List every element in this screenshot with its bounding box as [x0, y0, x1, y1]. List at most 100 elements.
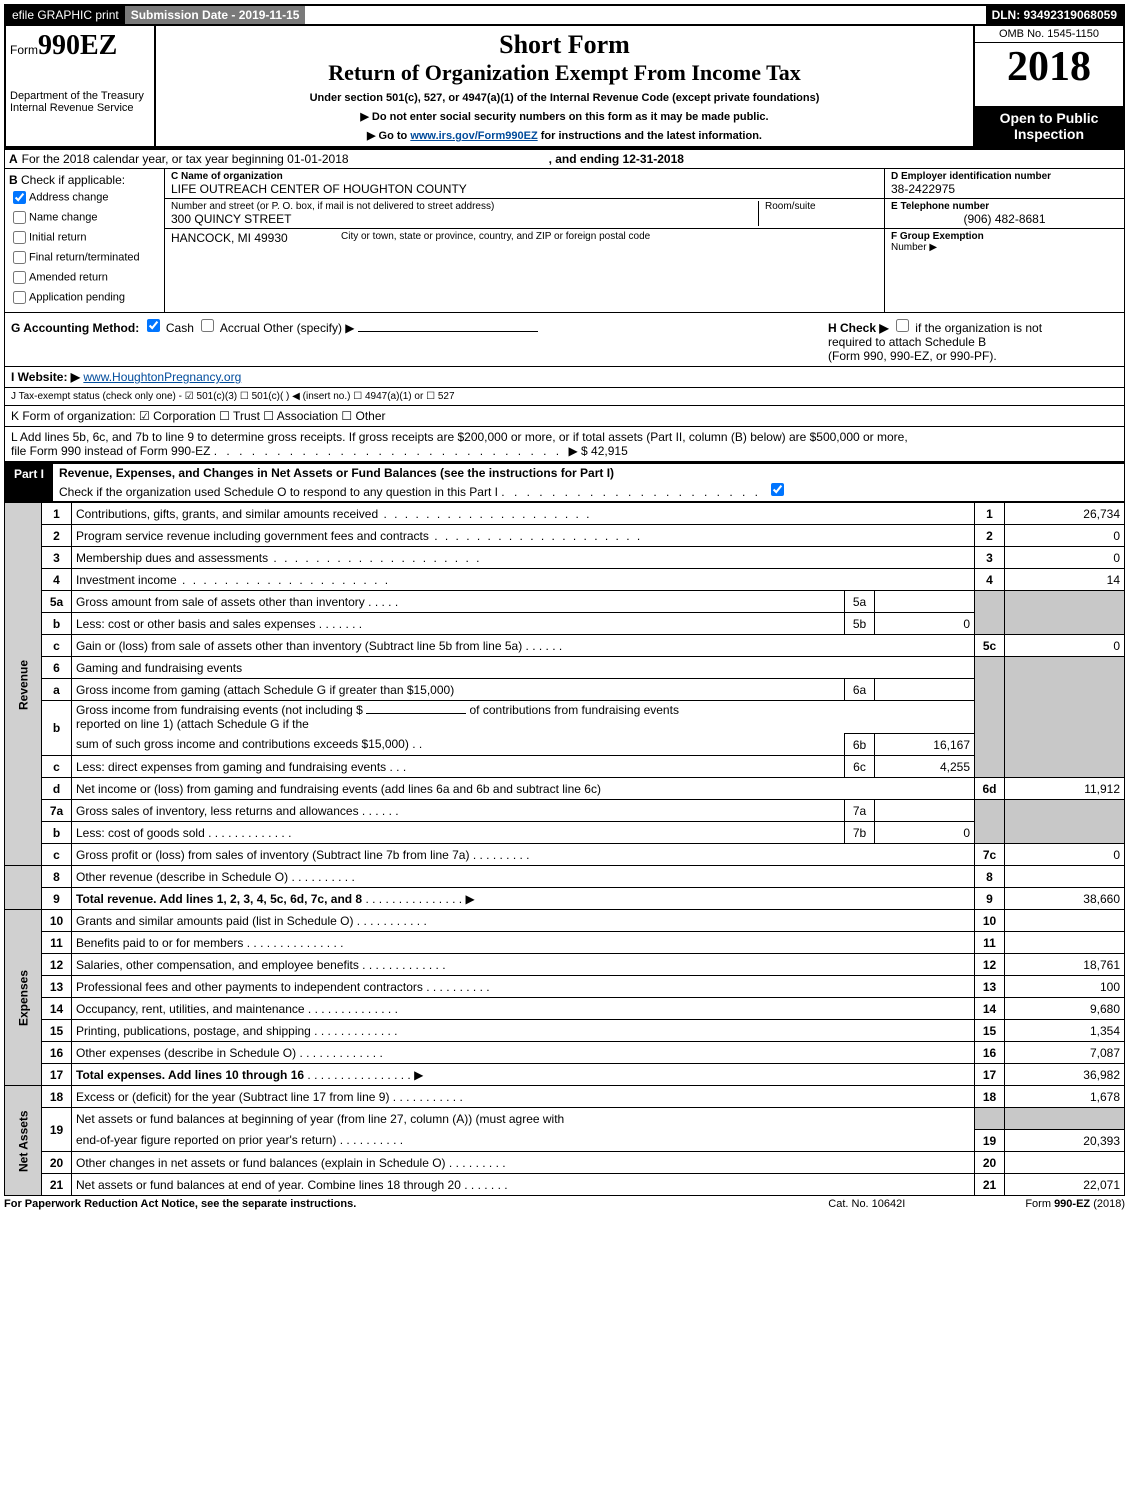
addr-label: Number and street (or P. O. box, if mail… — [171, 201, 758, 212]
l11-desc: Benefits paid to or for members — [76, 936, 243, 950]
label-b: B — [9, 173, 18, 187]
footer-right: Form 990-EZ (2018) — [1025, 1198, 1125, 1210]
l6d-val: 11,912 — [1005, 778, 1125, 800]
chk-address-change[interactable] — [13, 191, 26, 204]
part1-tag: Part I — [5, 464, 53, 501]
l15-desc: Printing, publications, postage, and shi… — [76, 1024, 311, 1038]
chk-part1-scheduleO[interactable] — [771, 483, 784, 496]
goto-link[interactable]: www.irs.gov/Form990EZ — [410, 130, 537, 142]
l-text2: file Form 990 instead of Form 990-EZ — [11, 444, 210, 458]
l-amount: ▶ $ 42,915 — [568, 444, 627, 458]
l5b-desc: Less: cost or other basis and sales expe… — [76, 617, 315, 631]
do-not-enter-text: Do not enter social security numbers on … — [160, 110, 969, 123]
box-right: D Employer identification number 38-2422… — [884, 169, 1124, 312]
l7c-desc: Gross profit or (loss) from sales of inv… — [76, 848, 469, 862]
l1-val: 26,734 — [1005, 503, 1125, 525]
side-revenue: Revenue — [5, 503, 42, 866]
l12-val: 18,761 — [1005, 954, 1125, 976]
form-prefix: Form — [10, 43, 38, 57]
l16-val: 7,087 — [1005, 1042, 1125, 1064]
chk-name-change[interactable] — [13, 211, 26, 224]
header-right: OMB No. 1545-1150 2018 Open to Public In… — [973, 26, 1123, 146]
h-prefix: H Check ▶ — [828, 321, 889, 335]
label-a: A — [9, 152, 18, 166]
website-link[interactable]: www.HoughtonPregnancy.org — [83, 370, 241, 384]
side-netassets: Net Assets — [5, 1086, 42, 1196]
box-c-mid: C Name of organization LIFE OUTREACH CEN… — [165, 169, 884, 312]
g-prefix: G Accounting Method: — [11, 321, 139, 335]
goto-prefix: Go to — [379, 130, 411, 142]
line-i: I Website: ▶ www.HoughtonPregnancy.org — [4, 367, 1125, 388]
l17-desc: Total expenses. Add lines 10 through 16 — [76, 1068, 304, 1082]
h-text3: (Form 990, 990-EZ, or 990-PF). — [828, 349, 997, 363]
tax-year: 2018 — [975, 43, 1123, 106]
l10-desc: Grants and similar amounts paid (list in… — [76, 914, 353, 928]
l4-val: 14 — [1005, 569, 1125, 591]
l4-desc: Investment income — [76, 573, 177, 587]
l14-val: 9,680 — [1005, 998, 1125, 1020]
section-a-text2: , and ending 12-31-2018 — [549, 152, 684, 166]
section-a-row: A For the 2018 calendar year, or tax yea… — [4, 148, 1125, 169]
chk-final-return[interactable] — [13, 251, 26, 264]
l18-desc: Excess or (deficit) for the year (Subtra… — [76, 1090, 389, 1104]
l20-val — [1005, 1152, 1125, 1174]
f-label-2: Number — [891, 242, 927, 253]
l5a-desc: Gross amount from sale of assets other t… — [76, 595, 365, 609]
chk-cash[interactable] — [147, 319, 160, 332]
l7a-desc: Gross sales of inventory, less returns a… — [76, 804, 359, 818]
open-public-badge: Open to Public Inspection — [975, 106, 1123, 146]
l2-val: 0 — [1005, 525, 1125, 547]
form-header: Form990EZ Department of the Treasury Int… — [4, 26, 1125, 148]
h-text1: if the organization is not — [915, 321, 1042, 335]
chk-initial-return[interactable] — [13, 231, 26, 244]
chk-accrual[interactable] — [201, 319, 214, 332]
footer-left: For Paperwork Reduction Act Notice, see … — [4, 1198, 356, 1210]
l6a-val — [875, 679, 975, 701]
l6b-desc4: sum of such gross income and contributio… — [76, 737, 409, 751]
city-label: City or town, state or province, country… — [341, 231, 650, 245]
l8-val — [1005, 866, 1125, 888]
g-other: Other (specify) ▶ — [263, 321, 354, 335]
l21-val: 22,071 — [1005, 1174, 1125, 1196]
part1-check-text: Check if the organization used Schedule … — [59, 485, 498, 499]
footer-mid: Cat. No. 10642I — [828, 1198, 1025, 1210]
top-bar: efile GRAPHIC print Submission Date - 20… — [4, 4, 1125, 26]
l6-desc: Gaming and fundraising events — [72, 657, 975, 679]
omb-number: OMB No. 1545-1150 — [975, 26, 1123, 43]
l9-val: 38,660 — [1005, 888, 1125, 910]
l19-desc2: end-of-year figure reported on prior yea… — [76, 1133, 336, 1147]
l11-val — [1005, 932, 1125, 954]
submission-date: Submission Date - 2019-11-15 — [125, 6, 306, 24]
chk-h[interactable] — [896, 319, 909, 332]
l13-desc: Professional fees and other payments to … — [76, 980, 423, 994]
line-g-h: G Accounting Method: Cash Accrual Other … — [4, 313, 1125, 367]
l5c-desc: Gain or (loss) from sale of assets other… — [76, 639, 522, 653]
side-expenses: Expenses — [5, 910, 42, 1086]
l15-val: 1,354 — [1005, 1020, 1125, 1042]
return-title: Return of Organization Exempt From Incom… — [160, 60, 969, 86]
dept-irs: Internal Revenue Service — [10, 102, 150, 114]
l21-desc: Net assets or fund balances at end of ye… — [76, 1178, 461, 1192]
page-footer: For Paperwork Reduction Act Notice, see … — [4, 1196, 1125, 1210]
i-label: I Website: ▶ — [11, 370, 80, 384]
under-section-text: Under section 501(c), 527, or 4947(a)(1)… — [160, 92, 969, 104]
header-center: Short Form Return of Organization Exempt… — [156, 26, 973, 146]
l7a-val — [875, 800, 975, 822]
part1-header: Part I Revenue, Expenses, and Changes in… — [4, 462, 1125, 502]
addr-value: 300 QUINCY STREET — [171, 212, 758, 226]
l13-val: 100 — [1005, 976, 1125, 998]
efile-label: efile GRAPHIC print — [6, 6, 125, 24]
box-b-left: B Check if applicable: Address change Na… — [5, 169, 165, 312]
l14-desc: Occupancy, rent, utilities, and maintena… — [76, 1002, 305, 1016]
l16-desc: Other expenses (describe in Schedule O) — [76, 1046, 296, 1060]
l3-val: 0 — [1005, 547, 1125, 569]
goto-suffix: for instructions and the latest informat… — [541, 130, 762, 142]
l2-desc: Program service revenue including govern… — [76, 529, 429, 543]
chk-amended-return[interactable] — [13, 271, 26, 284]
form-number: 990EZ — [38, 30, 117, 61]
chk-application-pending[interactable] — [13, 291, 26, 304]
l1-desc: Contributions, gifts, grants, and simila… — [76, 507, 378, 521]
phone-value: (906) 482-8681 — [891, 212, 1118, 226]
h-text2: required to attach Schedule B — [828, 335, 986, 349]
ein-value: 38-2422975 — [891, 182, 1118, 196]
